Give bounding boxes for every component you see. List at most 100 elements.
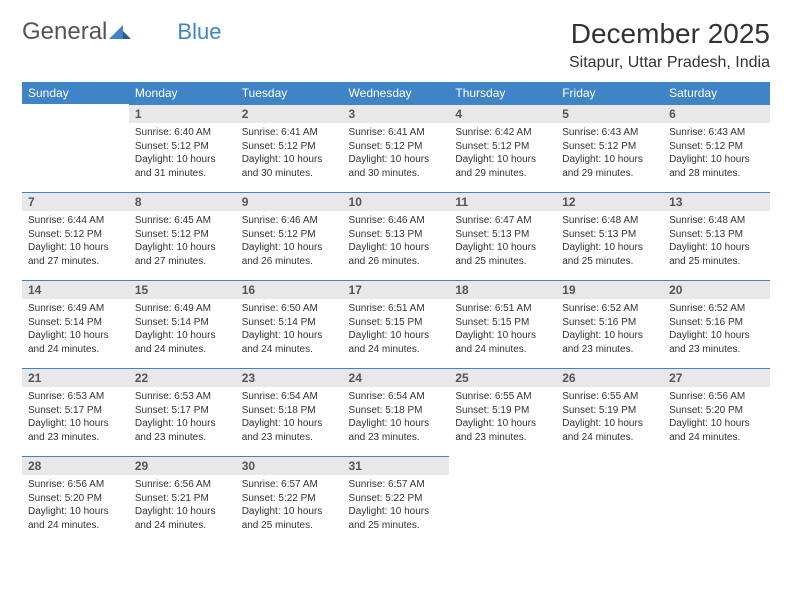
day-details: Sunrise: 6:53 AMSunset: 5:17 PMDaylight:…: [129, 387, 236, 450]
day-number: 30: [236, 456, 343, 475]
calendar-cell: 1Sunrise: 6:40 AMSunset: 5:12 PMDaylight…: [129, 104, 236, 192]
day-number: 9: [236, 192, 343, 211]
day-number: 24: [343, 368, 450, 387]
day-number: 1: [129, 104, 236, 123]
day-details: Sunrise: 6:56 AMSunset: 5:21 PMDaylight:…: [129, 475, 236, 538]
calendar-cell: 28Sunrise: 6:56 AMSunset: 5:20 PMDayligh…: [22, 456, 129, 544]
calendar-cell: 2Sunrise: 6:41 AMSunset: 5:12 PMDaylight…: [236, 104, 343, 192]
day-details: Sunrise: 6:42 AMSunset: 5:12 PMDaylight:…: [449, 123, 556, 186]
calendar-cell: 15Sunrise: 6:49 AMSunset: 5:14 PMDayligh…: [129, 280, 236, 368]
calendar-cell: 3Sunrise: 6:41 AMSunset: 5:12 PMDaylight…: [343, 104, 450, 192]
calendar-cell: 23Sunrise: 6:54 AMSunset: 5:18 PMDayligh…: [236, 368, 343, 456]
day-details: Sunrise: 6:46 AMSunset: 5:12 PMDaylight:…: [236, 211, 343, 274]
day-details: Sunrise: 6:40 AMSunset: 5:12 PMDaylight:…: [129, 123, 236, 186]
day-number: 16: [236, 280, 343, 299]
logo-text-1: General: [22, 18, 107, 46]
day-number: 21: [22, 368, 129, 387]
weekday-header: Wednesday: [343, 82, 450, 104]
calendar-cell: 8Sunrise: 6:45 AMSunset: 5:12 PMDaylight…: [129, 192, 236, 280]
calendar-cell: 22Sunrise: 6:53 AMSunset: 5:17 PMDayligh…: [129, 368, 236, 456]
calendar-cell: 14Sunrise: 6:49 AMSunset: 5:14 PMDayligh…: [22, 280, 129, 368]
header: General Blue December 2025 Sitapur, Utta…: [22, 18, 770, 72]
day-number: 20: [663, 280, 770, 299]
day-details: Sunrise: 6:43 AMSunset: 5:12 PMDaylight:…: [663, 123, 770, 186]
calendar-cell: 24Sunrise: 6:54 AMSunset: 5:18 PMDayligh…: [343, 368, 450, 456]
calendar-cell: [449, 456, 556, 544]
calendar-row: 14Sunrise: 6:49 AMSunset: 5:14 PMDayligh…: [22, 280, 770, 368]
calendar-cell: 26Sunrise: 6:55 AMSunset: 5:19 PMDayligh…: [556, 368, 663, 456]
day-details: Sunrise: 6:55 AMSunset: 5:19 PMDaylight:…: [449, 387, 556, 450]
weekday-header: Monday: [129, 82, 236, 104]
calendar-cell: 21Sunrise: 6:53 AMSunset: 5:17 PMDayligh…: [22, 368, 129, 456]
day-number: 10: [343, 192, 450, 211]
day-details: Sunrise: 6:49 AMSunset: 5:14 PMDaylight:…: [22, 299, 129, 362]
calendar-row: 28Sunrise: 6:56 AMSunset: 5:20 PMDayligh…: [22, 456, 770, 544]
calendar-cell: 19Sunrise: 6:52 AMSunset: 5:16 PMDayligh…: [556, 280, 663, 368]
day-details: Sunrise: 6:52 AMSunset: 5:16 PMDaylight:…: [556, 299, 663, 362]
calendar-cell: 30Sunrise: 6:57 AMSunset: 5:22 PMDayligh…: [236, 456, 343, 544]
weekday-header: Sunday: [22, 82, 129, 104]
calendar-cell: 12Sunrise: 6:48 AMSunset: 5:13 PMDayligh…: [556, 192, 663, 280]
calendar-row: 21Sunrise: 6:53 AMSunset: 5:17 PMDayligh…: [22, 368, 770, 456]
day-details: Sunrise: 6:51 AMSunset: 5:15 PMDaylight:…: [343, 299, 450, 362]
day-number: 11: [449, 192, 556, 211]
calendar-cell: [663, 456, 770, 544]
month-title: December 2025: [569, 18, 770, 50]
calendar-cell: 29Sunrise: 6:56 AMSunset: 5:21 PMDayligh…: [129, 456, 236, 544]
calendar-cell: [556, 456, 663, 544]
day-details: Sunrise: 6:53 AMSunset: 5:17 PMDaylight:…: [22, 387, 129, 450]
calendar-cell: 31Sunrise: 6:57 AMSunset: 5:22 PMDayligh…: [343, 456, 450, 544]
calendar-cell: 11Sunrise: 6:47 AMSunset: 5:13 PMDayligh…: [449, 192, 556, 280]
logo: General Blue: [22, 18, 221, 46]
day-details: Sunrise: 6:41 AMSunset: 5:12 PMDaylight:…: [343, 123, 450, 186]
calendar-cell: 13Sunrise: 6:48 AMSunset: 5:13 PMDayligh…: [663, 192, 770, 280]
calendar-cell: 9Sunrise: 6:46 AMSunset: 5:12 PMDaylight…: [236, 192, 343, 280]
day-number: 15: [129, 280, 236, 299]
logo-text-2: Blue: [177, 19, 221, 45]
day-number: 28: [22, 456, 129, 475]
day-details: Sunrise: 6:55 AMSunset: 5:19 PMDaylight:…: [556, 387, 663, 450]
day-details: Sunrise: 6:41 AMSunset: 5:12 PMDaylight:…: [236, 123, 343, 186]
calendar-cell: 18Sunrise: 6:51 AMSunset: 5:15 PMDayligh…: [449, 280, 556, 368]
day-details: Sunrise: 6:56 AMSunset: 5:20 PMDaylight:…: [22, 475, 129, 538]
calendar-cell: 7Sunrise: 6:44 AMSunset: 5:12 PMDaylight…: [22, 192, 129, 280]
day-details: Sunrise: 6:56 AMSunset: 5:20 PMDaylight:…: [663, 387, 770, 450]
day-number: 6: [663, 104, 770, 123]
day-details: Sunrise: 6:45 AMSunset: 5:12 PMDaylight:…: [129, 211, 236, 274]
day-number: 3: [343, 104, 450, 123]
day-details: Sunrise: 6:54 AMSunset: 5:18 PMDaylight:…: [236, 387, 343, 450]
weekday-header: Saturday: [663, 82, 770, 104]
calendar-cell: 25Sunrise: 6:55 AMSunset: 5:19 PMDayligh…: [449, 368, 556, 456]
day-details: Sunrise: 6:47 AMSunset: 5:13 PMDaylight:…: [449, 211, 556, 274]
day-number: 29: [129, 456, 236, 475]
calendar-cell: 16Sunrise: 6:50 AMSunset: 5:14 PMDayligh…: [236, 280, 343, 368]
calendar-cell: 27Sunrise: 6:56 AMSunset: 5:20 PMDayligh…: [663, 368, 770, 456]
calendar-cell: [22, 104, 129, 192]
calendar-cell: 6Sunrise: 6:43 AMSunset: 5:12 PMDaylight…: [663, 104, 770, 192]
day-details: Sunrise: 6:57 AMSunset: 5:22 PMDaylight:…: [343, 475, 450, 538]
day-details: Sunrise: 6:51 AMSunset: 5:15 PMDaylight:…: [449, 299, 556, 362]
day-number: 22: [129, 368, 236, 387]
day-number: 13: [663, 192, 770, 211]
title-block: December 2025 Sitapur, Uttar Pradesh, In…: [569, 18, 770, 72]
calendar-cell: 5Sunrise: 6:43 AMSunset: 5:12 PMDaylight…: [556, 104, 663, 192]
day-details: Sunrise: 6:49 AMSunset: 5:14 PMDaylight:…: [129, 299, 236, 362]
day-number: 31: [343, 456, 450, 475]
calendar-table: Sunday Monday Tuesday Wednesday Thursday…: [22, 82, 770, 544]
day-number: 27: [663, 368, 770, 387]
day-number: 26: [556, 368, 663, 387]
day-number: 2: [236, 104, 343, 123]
day-number: 18: [449, 280, 556, 299]
day-details: Sunrise: 6:54 AMSunset: 5:18 PMDaylight:…: [343, 387, 450, 450]
day-number: 25: [449, 368, 556, 387]
day-number: 4: [449, 104, 556, 123]
day-number: 5: [556, 104, 663, 123]
day-details: Sunrise: 6:52 AMSunset: 5:16 PMDaylight:…: [663, 299, 770, 362]
weekday-header: Thursday: [449, 82, 556, 104]
day-number: 8: [129, 192, 236, 211]
calendar-cell: 17Sunrise: 6:51 AMSunset: 5:15 PMDayligh…: [343, 280, 450, 368]
day-details: Sunrise: 6:57 AMSunset: 5:22 PMDaylight:…: [236, 475, 343, 538]
calendar-cell: 20Sunrise: 6:52 AMSunset: 5:16 PMDayligh…: [663, 280, 770, 368]
day-number: 12: [556, 192, 663, 211]
day-details: Sunrise: 6:46 AMSunset: 5:13 PMDaylight:…: [343, 211, 450, 274]
